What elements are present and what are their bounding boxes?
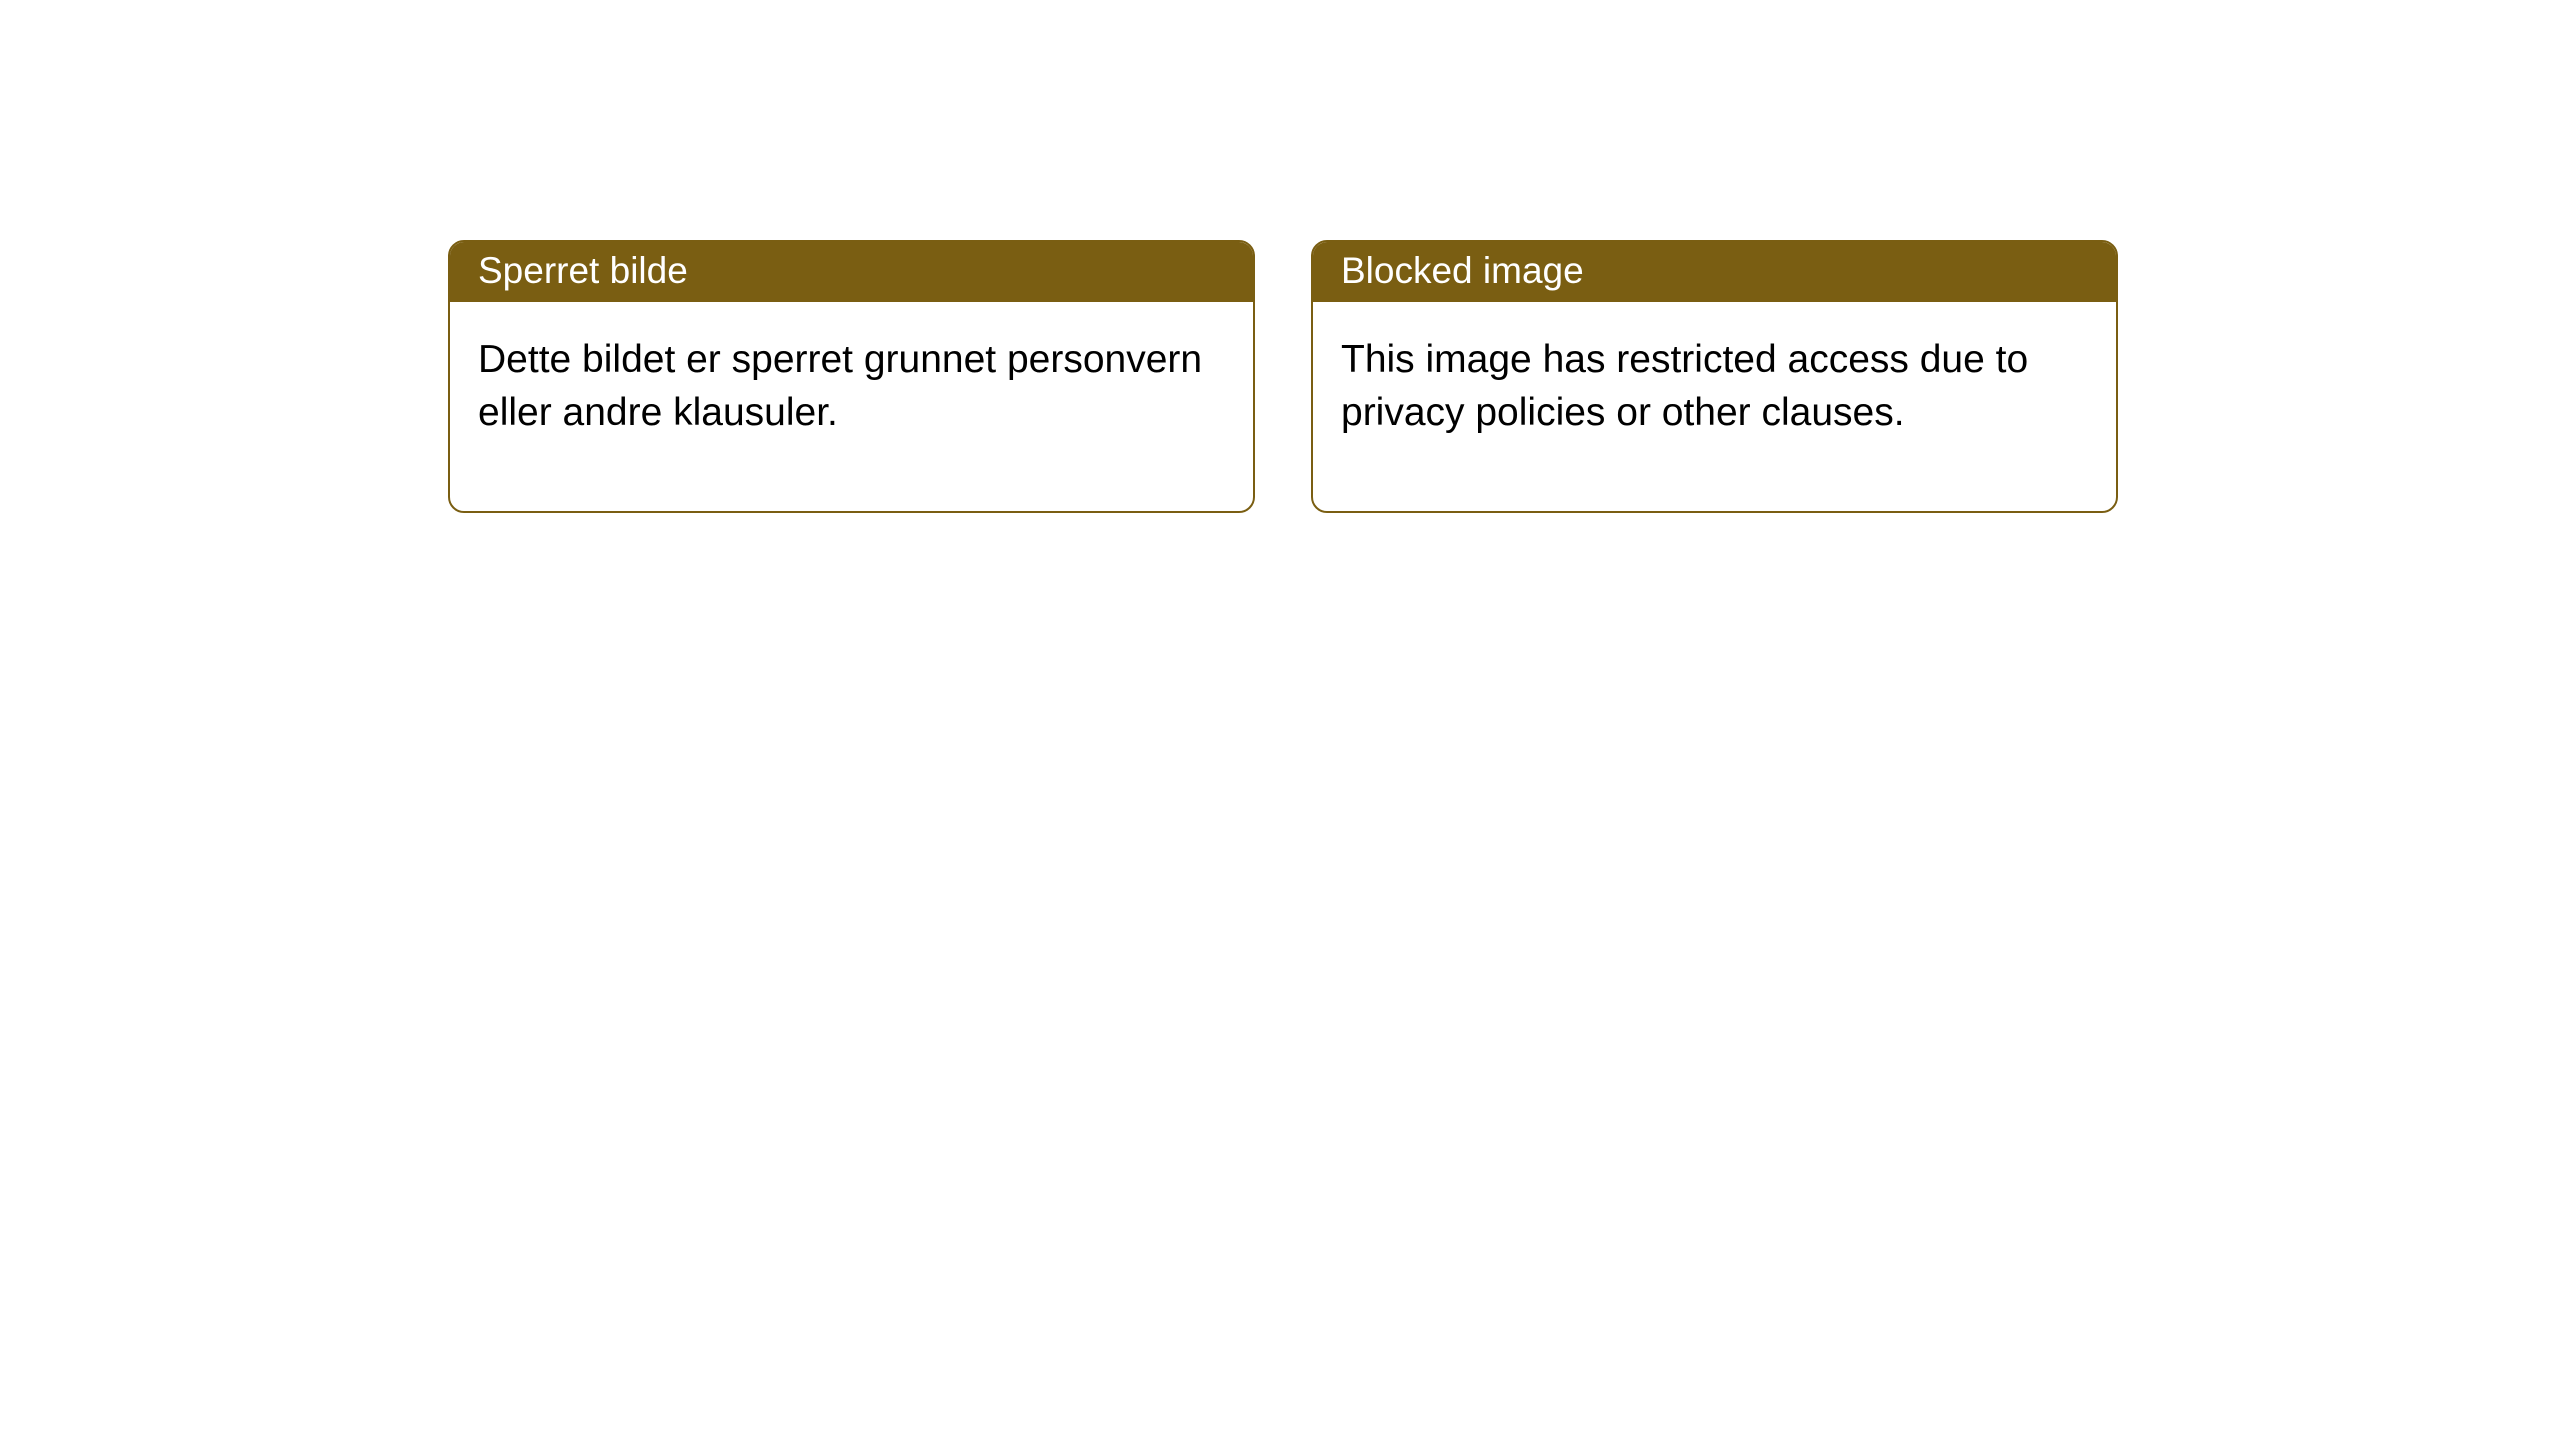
notice-container: Sperret bilde Dette bildet er sperret gr… <box>448 240 2118 513</box>
notice-box-norwegian: Sperret bilde Dette bildet er sperret gr… <box>448 240 1255 513</box>
notice-text-norwegian: Dette bildet er sperret grunnet personve… <box>478 338 1202 434</box>
notice-title-english: Blocked image <box>1341 250 1584 291</box>
notice-header-norwegian: Sperret bilde <box>450 242 1253 302</box>
notice-header-english: Blocked image <box>1313 242 2116 302</box>
notice-body-norwegian: Dette bildet er sperret grunnet personve… <box>450 302 1253 511</box>
notice-title-norwegian: Sperret bilde <box>478 250 688 291</box>
notice-text-english: This image has restricted access due to … <box>1341 338 2028 434</box>
notice-body-english: This image has restricted access due to … <box>1313 302 2116 511</box>
notice-box-english: Blocked image This image has restricted … <box>1311 240 2118 513</box>
